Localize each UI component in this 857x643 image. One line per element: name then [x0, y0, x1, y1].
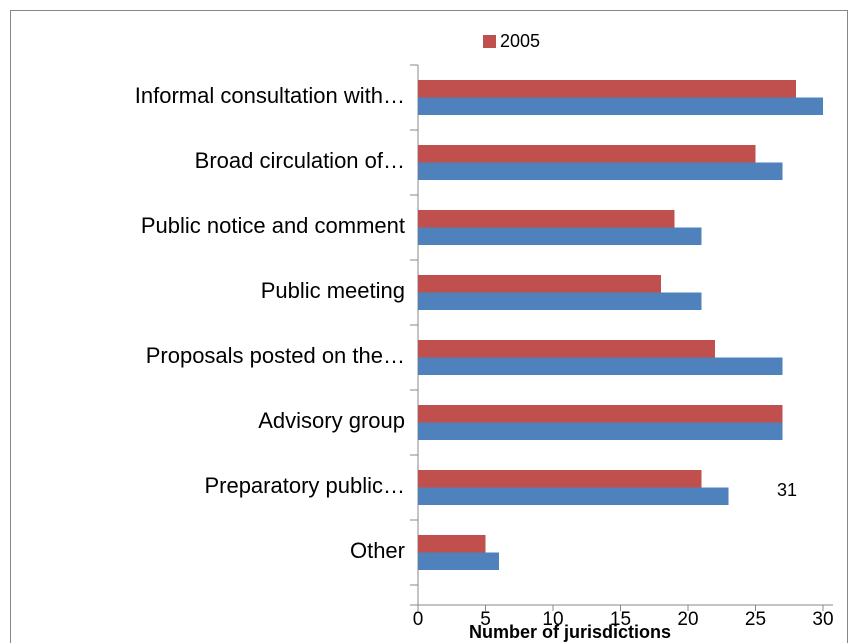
bar	[418, 340, 715, 358]
category-label: Other	[350, 538, 405, 563]
bar	[418, 80, 796, 98]
bar	[418, 357, 783, 375]
x-tick-label: 5	[480, 609, 491, 630]
legend-swatch	[483, 35, 496, 48]
x-tick-label: 0	[413, 609, 424, 630]
x-tick-label: 15	[610, 609, 631, 630]
category-label: Public notice and comment	[141, 213, 405, 238]
x-tick-label: 25	[745, 609, 766, 630]
annotation: 31	[777, 480, 797, 500]
category-label: Public meeting	[261, 278, 405, 303]
x-tick-label: 10	[542, 609, 563, 630]
bar	[418, 97, 823, 115]
legend-label: 2005	[500, 31, 540, 51]
bar	[418, 162, 783, 180]
bar	[418, 552, 499, 570]
bar	[418, 535, 486, 553]
bar	[418, 145, 756, 163]
category-label: Broad circulation of…	[195, 148, 405, 173]
category-label: Preparatory public…	[204, 473, 405, 498]
bar	[418, 275, 661, 293]
bar	[418, 227, 702, 245]
bar	[418, 422, 783, 440]
x-tick-label: 30	[812, 609, 833, 630]
category-label: Proposals posted on the…	[146, 343, 405, 368]
bar	[418, 487, 729, 505]
x-axis-title: Number of jurisdictions	[469, 622, 671, 642]
x-tick-label: 20	[677, 609, 698, 630]
category-label: Informal consultation with…	[135, 83, 405, 108]
bar	[418, 470, 702, 488]
bar	[418, 405, 783, 423]
bar	[418, 210, 675, 228]
bar	[418, 292, 702, 310]
category-label: Advisory group	[258, 408, 405, 433]
